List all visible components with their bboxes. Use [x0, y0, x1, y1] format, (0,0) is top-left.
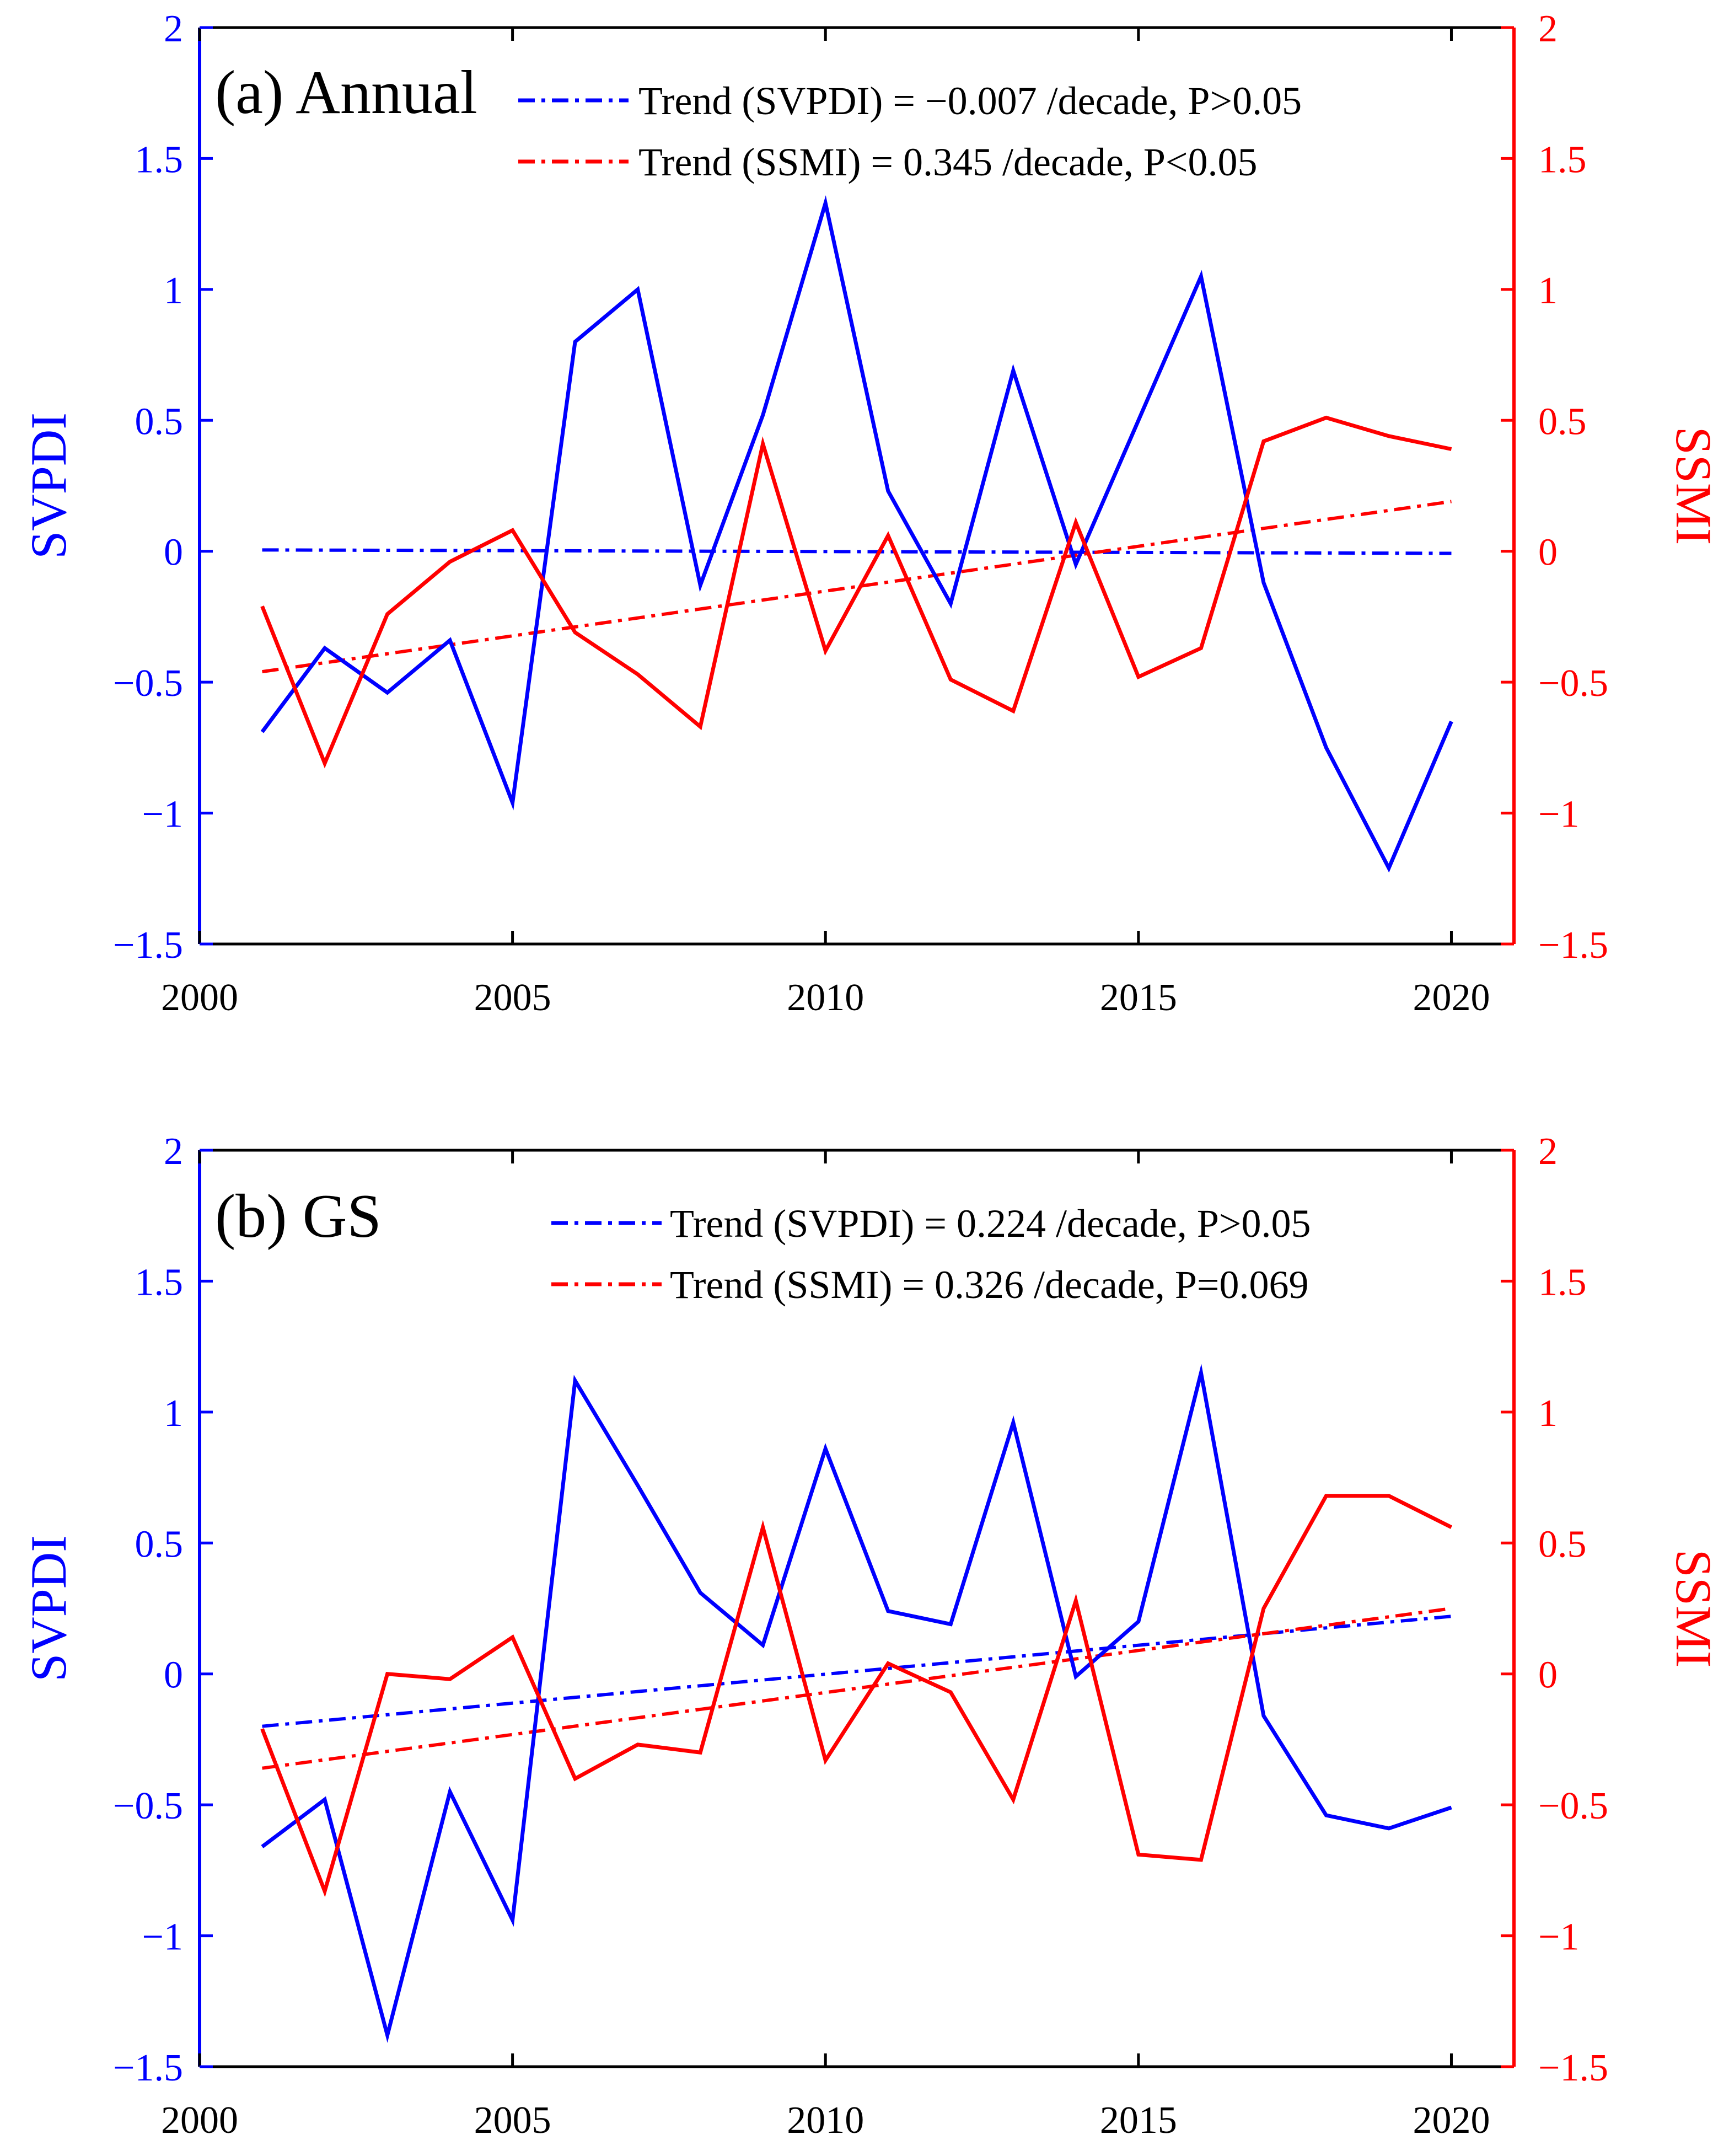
panel-b-left-ylabel: SVPDI	[20, 1535, 77, 1682]
panel-b-ytick-label-left-0: −1.5	[113, 2047, 183, 2089]
panel-b-trend-line-svpdi	[262, 1615, 1452, 1728]
panel-a-ytick-label-right-1: −1	[1538, 793, 1579, 836]
panel-annual: 2000 2005 2010 2015 2020−1.5 −1.5−1 −1−0.5 −0.5…	[20, 8, 1722, 1019]
panel-b-ytick-label-right-5: 1	[1538, 1392, 1558, 1435]
panel-b-xtick-label-2000: 2000	[161, 2099, 238, 2142]
panel-b-ytick-label-right-3: 0	[1538, 1654, 1558, 1697]
panel-b-ytick-label-left-7: 2	[164, 1130, 183, 1173]
panel-b-series-line-svpdi	[261, 1364, 1452, 2043]
panel-a-legend: Trend (SVPDI) = −0.007 /decade, P>0.05 T…	[518, 79, 1302, 184]
panel-a-series-line-svpdi	[260, 195, 1453, 873]
panel-a-label: (a) Annual	[215, 58, 477, 127]
panel-b-ytick-label-left-4: 0.5	[135, 1523, 184, 1565]
panel-b-xtick-label-2005: 2005	[474, 2099, 551, 2142]
panel-a-xtick-label-2015: 2015	[1100, 977, 1177, 1019]
panel-b-trend-line-ssmi	[262, 1607, 1452, 1770]
panel-b-ytick-label-right-2: −0.5	[1538, 1785, 1608, 1827]
panel-a-right-ylabel: SSMI	[1666, 427, 1722, 545]
panel-a-ytick-label-left-6: 1.5	[135, 138, 184, 181]
panel-a-ytick-label-right-4: 0.5	[1538, 400, 1587, 443]
panel-a-ytick-label-right-6: 1.5	[1538, 138, 1587, 181]
panel-b-axis-ticks: 2000 2005 2010 2015 2020−1.5 −1.5−1 −1−0.5 −0.5…	[113, 1130, 1608, 2142]
panel-a-xtick-label-2020: 2020	[1413, 977, 1490, 1019]
panel-b-xtick-label-2020: 2020	[1413, 2099, 1490, 2142]
panel-a-legend-ssmi-text: Trend (SSMI) = 0.345 /decade, P<0.05	[638, 140, 1258, 184]
panel-a-ytick-label-right-2: −0.5	[1538, 662, 1608, 705]
panel-a-ytick-label-right-0: −1.5	[1538, 924, 1608, 967]
panel-b-ytick-label-right-0: −1.5	[1538, 2047, 1608, 2089]
panel-a-trend-line-svpdi	[262, 548, 1452, 555]
panel-a-ytick-label-left-2: −0.5	[113, 662, 183, 705]
panel-b-plot-area	[260, 1364, 1453, 2043]
panel-b-right-ylabel: SSMI	[1666, 1549, 1722, 1668]
panel-a-axis-ticks: 2000 2005 2010 2015 2020−1.5 −1.5−1 −1−0.5 −0.5…	[113, 8, 1608, 1019]
panel-a-legend-svpdi-text: Trend (SVPDI) = −0.007 /decade, P>0.05	[638, 79, 1302, 123]
panel-b-label: (b) GS	[215, 1182, 382, 1251]
panel-b-legend-svpdi-text: Trend (SVPDI) = 0.224 /decade, P>0.05	[670, 1202, 1311, 1246]
panel-gs: 2000 2005 2010 2015 2020−1.5 −1.5−1 −1−0.5 −0.5…	[20, 1130, 1722, 2142]
panel-b-legend-ssmi-text: Trend (SSMI) = 0.326 /decade, P=0.069	[670, 1263, 1309, 1307]
panel-a-xtick-label-2010: 2010	[787, 977, 864, 1019]
panel-a-ytick-label-left-3: 0	[164, 532, 183, 574]
panel-a-ytick-label-right-5: 1	[1538, 270, 1558, 312]
panel-a-series-line-ssmi	[260, 415, 1452, 769]
panel-b-legend: Trend (SVPDI) = 0.224 /decade, P>0.05 Tr…	[551, 1202, 1311, 1307]
panel-b-xtick-label-2010: 2010	[787, 2099, 864, 2142]
panel-a-ytick-label-right-3: 0	[1538, 532, 1558, 574]
panel-a-ytick-label-left-0: −1.5	[113, 924, 183, 967]
panel-b-ytick-label-left-1: −1	[142, 1916, 183, 1959]
panel-b-ytick-label-left-6: 1.5	[135, 1261, 184, 1304]
panel-b-ytick-label-left-2: −0.5	[113, 1785, 183, 1827]
panel-a-xtick-label-2005: 2005	[474, 977, 551, 1019]
panel-b-series-line-ssmi	[260, 1494, 1453, 1897]
panel-a-left-ylabel: SVPDI	[20, 412, 77, 559]
panel-a-ytick-label-left-4: 0.5	[135, 400, 184, 443]
panel-b-ytick-label-left-3: 0	[164, 1654, 183, 1697]
panel-a-ytick-label-left-7: 2	[164, 8, 183, 50]
panel-b-ytick-label-right-6: 1.5	[1538, 1261, 1587, 1304]
panel-a-ytick-label-left-1: −1	[142, 793, 183, 836]
panel-b-ytick-label-left-5: 1	[164, 1392, 183, 1435]
panel-a-ytick-label-right-7: 2	[1538, 8, 1558, 50]
panel-b-ytick-label-right-4: 0.5	[1538, 1523, 1587, 1565]
panel-b-ytick-label-right-1: −1	[1538, 1916, 1579, 1959]
panel-a-xtick-label-2000: 2000	[161, 977, 238, 1019]
panel-b-ytick-label-right-7: 2	[1538, 1130, 1558, 1173]
panel-b-xtick-label-2015: 2015	[1100, 2099, 1177, 2142]
panel-a-plot-area	[260, 195, 1453, 873]
panel-a-ytick-label-left-5: 1	[164, 270, 183, 312]
